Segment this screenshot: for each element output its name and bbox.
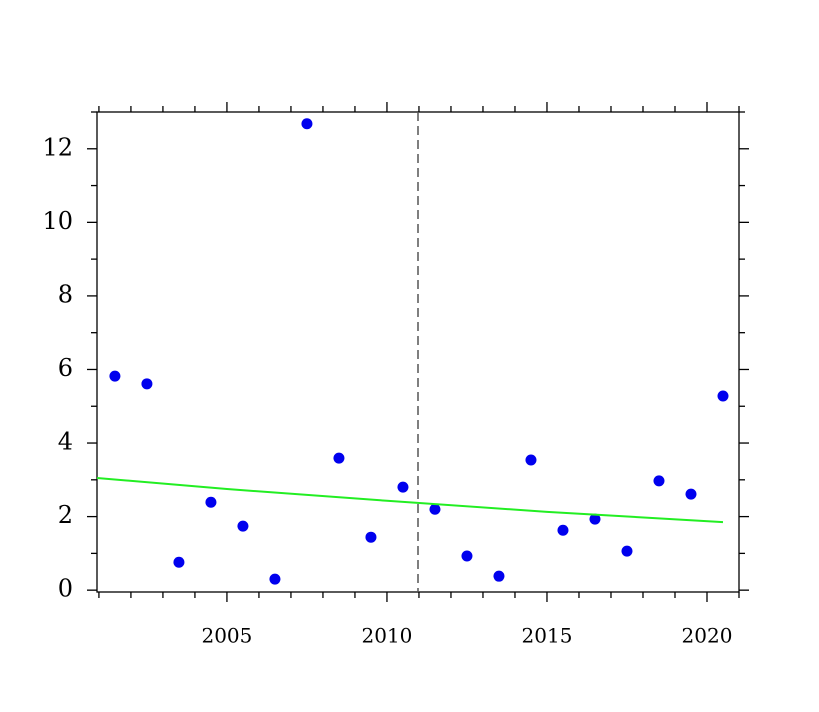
point	[333, 452, 345, 464]
point	[237, 520, 249, 532]
x-tick-label: 2010	[362, 624, 413, 648]
point	[141, 378, 153, 390]
point	[269, 573, 281, 585]
point	[461, 550, 473, 562]
point	[173, 556, 185, 568]
y-tick-label: 10	[42, 207, 73, 235]
point	[525, 454, 537, 466]
point	[717, 390, 729, 402]
y-tick-label: 2	[58, 501, 73, 529]
point	[429, 503, 441, 515]
point	[493, 570, 505, 582]
point	[205, 496, 217, 508]
point	[109, 370, 121, 382]
fit-line	[96, 476, 724, 524]
y-tick-label: 4	[58, 428, 73, 456]
y-tick-label: 8	[58, 280, 73, 308]
y-tick-label: 0	[58, 575, 73, 603]
point	[397, 481, 409, 493]
point	[301, 118, 313, 130]
x-tick-label: 2005	[201, 624, 252, 648]
point	[653, 475, 665, 487]
x-tick-label: 2015	[522, 624, 573, 648]
y-tick-label: 12	[42, 133, 73, 161]
point	[589, 513, 601, 525]
y-tick-label: 6	[58, 354, 73, 382]
point	[685, 488, 697, 500]
point	[621, 545, 633, 557]
point	[365, 531, 377, 543]
x-tick-label: 2020	[682, 624, 733, 648]
point	[557, 524, 569, 536]
